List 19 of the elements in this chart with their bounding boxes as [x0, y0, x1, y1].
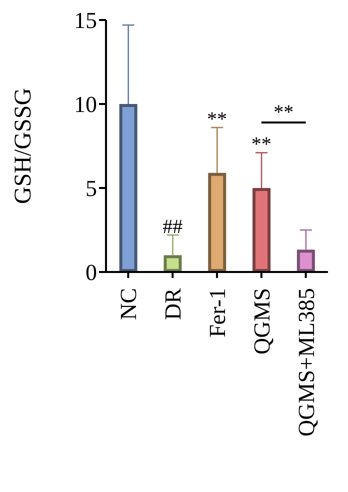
x-tick-label: DR: [160, 287, 186, 320]
annotation: **: [274, 101, 294, 124]
x-tick-label: NC: [116, 288, 142, 320]
y-tick-label: 5: [86, 176, 97, 202]
bar: [119, 104, 138, 272]
annotation: **: [251, 134, 272, 156]
y-tick-label: 0: [86, 260, 97, 286]
y-tick-label: 10: [74, 92, 97, 118]
annotation: **: [207, 108, 227, 131]
annotation: ##: [162, 216, 183, 238]
bar: [296, 250, 315, 272]
x-tick-label: QGMS: [249, 288, 274, 354]
bar: [164, 255, 182, 272]
x-tick-label: Fer-1: [205, 288, 230, 338]
bar: [208, 172, 226, 272]
bar: [252, 188, 271, 272]
y-tick-label: 15: [74, 8, 97, 34]
x-tick-label: QGMS+ML385: [294, 288, 319, 436]
y-axis-title: GSH/GSSG: [10, 88, 37, 204]
